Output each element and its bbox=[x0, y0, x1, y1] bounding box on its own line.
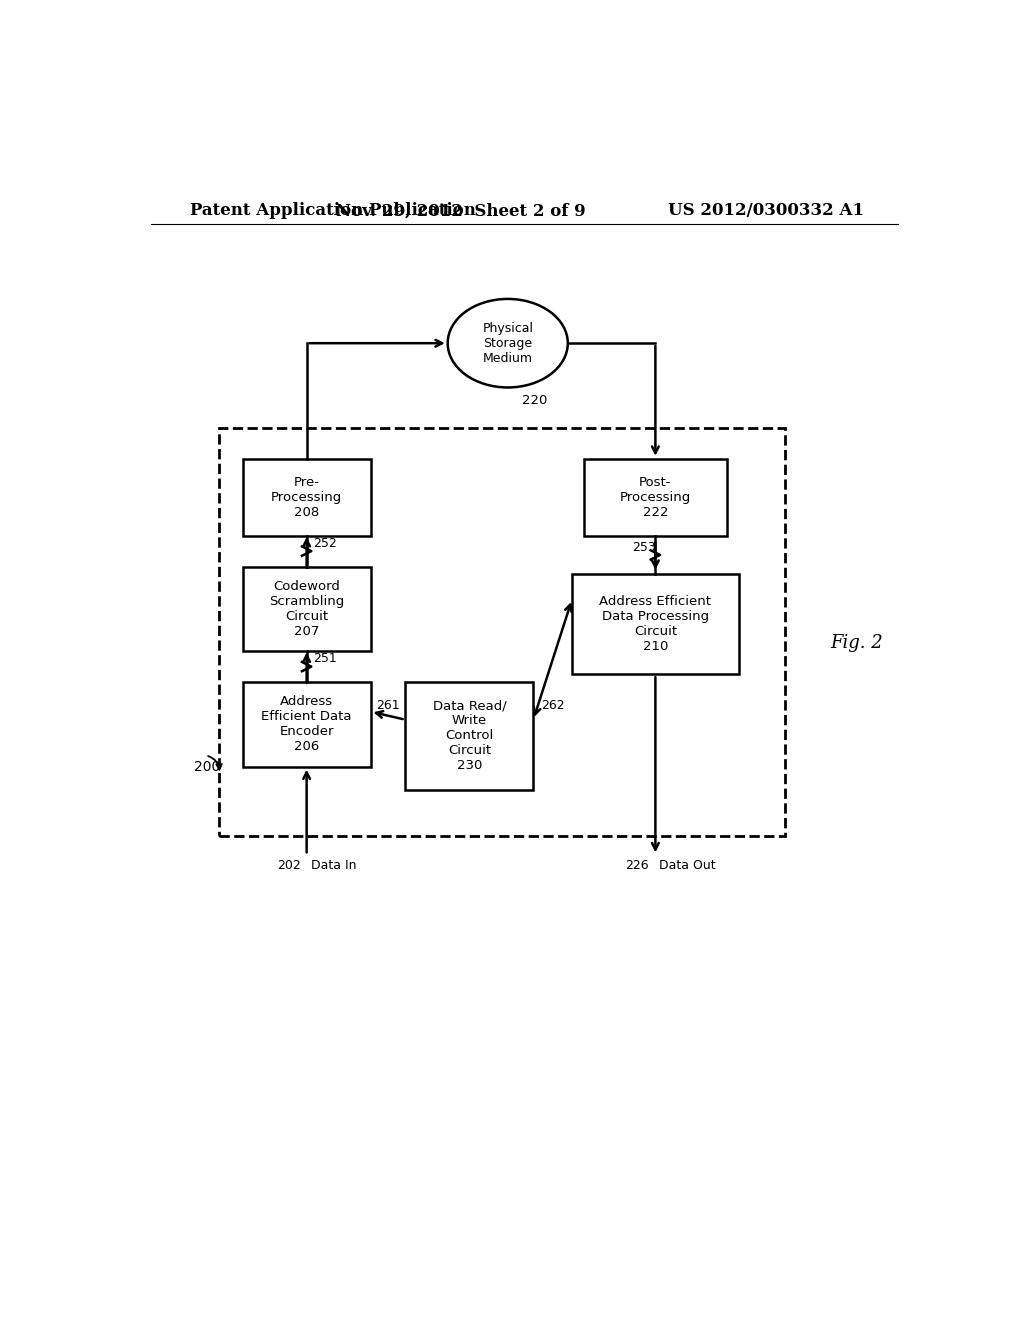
Text: 262: 262 bbox=[541, 700, 564, 713]
Bar bbox=[572, 574, 738, 675]
Text: Address Efficient
Data Processing
Circuit
210: Address Efficient Data Processing Circui… bbox=[599, 595, 712, 653]
Text: Data Out: Data Out bbox=[659, 859, 716, 873]
Text: 252: 252 bbox=[313, 537, 337, 550]
Text: Address
Efficient Data
Encoder
206: Address Efficient Data Encoder 206 bbox=[261, 696, 352, 754]
Text: 261: 261 bbox=[376, 700, 399, 713]
Text: US 2012/0300332 A1: US 2012/0300332 A1 bbox=[669, 202, 864, 219]
Bar bbox=[243, 566, 371, 651]
Bar bbox=[219, 428, 785, 836]
Bar bbox=[584, 459, 727, 536]
Ellipse shape bbox=[447, 298, 568, 388]
Text: Pre-
Processing
208: Pre- Processing 208 bbox=[271, 475, 342, 519]
Text: 251: 251 bbox=[313, 652, 337, 665]
Text: 202: 202 bbox=[276, 859, 300, 873]
Bar bbox=[243, 682, 371, 767]
Text: Nov. 29, 2012  Sheet 2 of 9: Nov. 29, 2012 Sheet 2 of 9 bbox=[337, 202, 586, 219]
Text: Fig. 2: Fig. 2 bbox=[830, 635, 883, 652]
Text: Patent Application Publication: Patent Application Publication bbox=[190, 202, 476, 219]
Text: Post-
Processing
222: Post- Processing 222 bbox=[620, 475, 691, 519]
Text: 253: 253 bbox=[632, 541, 656, 554]
Bar bbox=[243, 459, 371, 536]
Text: Codeword
Scrambling
Circuit
207: Codeword Scrambling Circuit 207 bbox=[269, 579, 344, 638]
Text: Data Read/
Write
Control
Circuit
230: Data Read/ Write Control Circuit 230 bbox=[432, 700, 506, 772]
Text: 200: 200 bbox=[194, 760, 220, 774]
Text: Physical
Storage
Medium: Physical Storage Medium bbox=[482, 322, 534, 364]
Bar bbox=[406, 682, 534, 789]
Text: 220: 220 bbox=[521, 393, 547, 407]
Text: Data In: Data In bbox=[310, 859, 356, 873]
Text: 226: 226 bbox=[626, 859, 649, 873]
